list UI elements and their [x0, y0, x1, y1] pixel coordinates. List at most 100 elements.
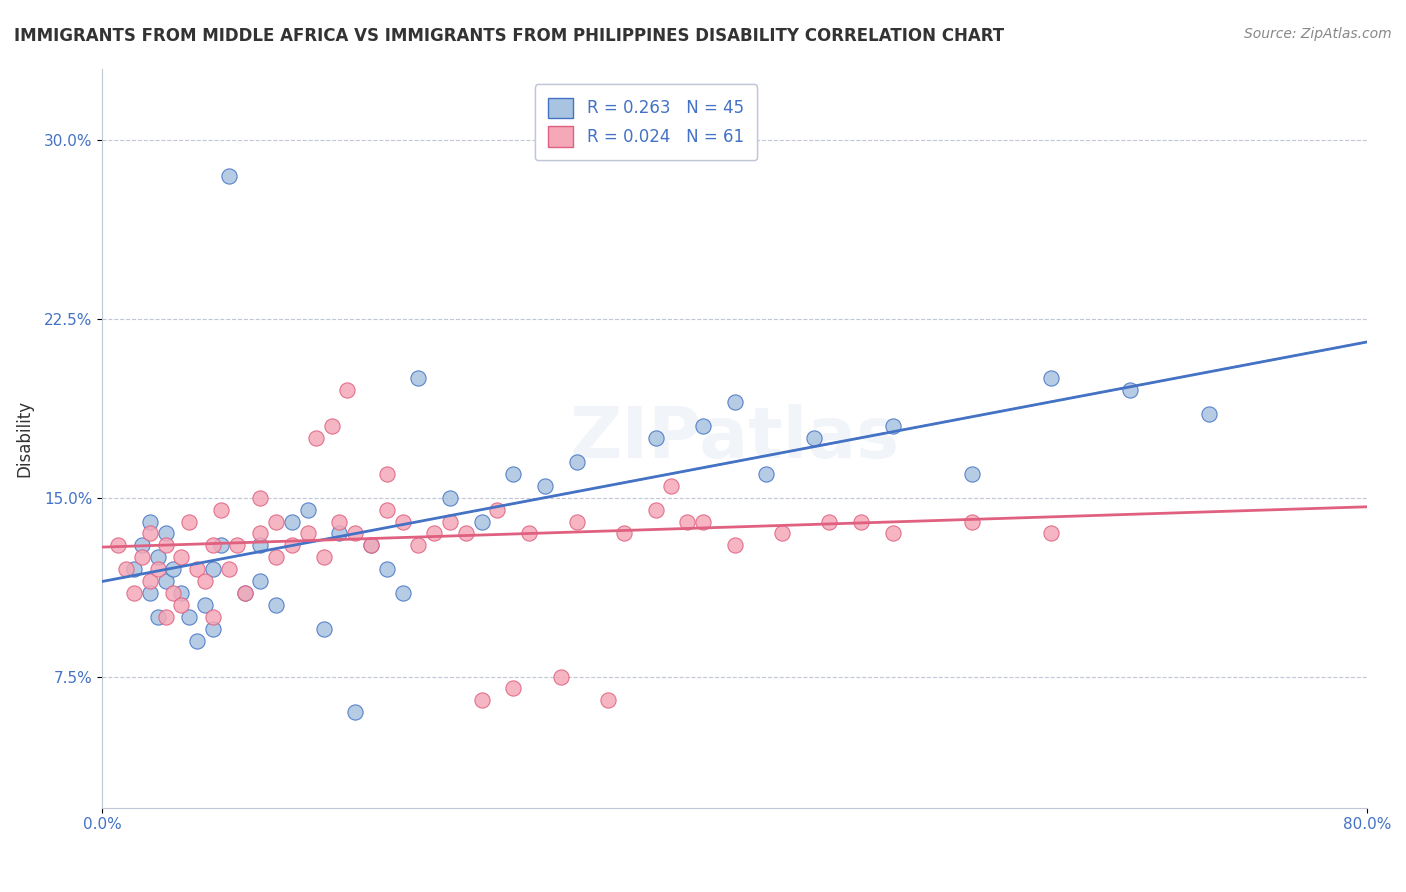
Point [613, 526, 636, 541]
Text: ZIPatlas: ZIPatlas [569, 403, 900, 473]
Point [218, 562, 240, 576]
Point [155, 538, 177, 552]
Point [408, 371, 430, 385]
Point [360, 538, 382, 552]
Point [676, 515, 699, 529]
Point [486, 502, 509, 516]
Point [723, 538, 745, 552]
Point [770, 526, 793, 541]
Point [249, 538, 271, 552]
Point [502, 467, 524, 481]
Point [233, 586, 256, 600]
Point [471, 515, 494, 529]
Point [803, 431, 825, 445]
Point [209, 538, 232, 552]
Point [131, 538, 153, 552]
Point [201, 622, 224, 636]
Point [201, 562, 224, 576]
Point [1198, 407, 1220, 421]
Point [122, 586, 145, 600]
Y-axis label: Disability: Disability [15, 400, 32, 476]
Point [264, 550, 287, 565]
Point [439, 515, 461, 529]
Point [960, 515, 983, 529]
Point [139, 586, 162, 600]
Point [375, 502, 398, 516]
Point [598, 693, 620, 707]
Point [644, 502, 666, 516]
Point [360, 538, 382, 552]
Point [115, 562, 138, 576]
Point [391, 586, 413, 600]
Point [471, 693, 494, 707]
Point [155, 574, 177, 589]
Point [209, 502, 232, 516]
Point [882, 526, 904, 541]
Point [139, 574, 162, 589]
Point [186, 633, 208, 648]
Point [281, 538, 304, 552]
Point [321, 419, 343, 434]
Point [644, 431, 666, 445]
Point [107, 538, 129, 552]
Point [194, 598, 217, 612]
Point [375, 562, 398, 576]
Point [179, 610, 201, 624]
Point [249, 574, 271, 589]
Point [328, 515, 350, 529]
Point [139, 526, 162, 541]
Point [249, 526, 271, 541]
Point [454, 526, 477, 541]
Text: Source: ZipAtlas.com: Source: ZipAtlas.com [1244, 27, 1392, 41]
Legend: R = 0.263   N = 45, R = 0.024   N = 61: R = 0.263 N = 45, R = 0.024 N = 61 [536, 84, 756, 160]
Point [139, 515, 162, 529]
Point [659, 479, 682, 493]
Point [281, 515, 304, 529]
Point [1039, 526, 1062, 541]
Point [423, 526, 446, 541]
Point [692, 419, 714, 434]
Point [162, 586, 184, 600]
Point [550, 669, 572, 683]
Point [960, 467, 983, 481]
Point [517, 526, 540, 541]
Point [755, 467, 778, 481]
Point [225, 538, 247, 552]
Point [723, 395, 745, 409]
Point [155, 610, 177, 624]
Point [312, 622, 335, 636]
Point [328, 526, 350, 541]
Point [849, 515, 872, 529]
Point [186, 562, 208, 576]
Point [170, 550, 193, 565]
Point [297, 502, 319, 516]
Point [233, 586, 256, 600]
Point [565, 515, 588, 529]
Point [391, 515, 413, 529]
Point [122, 562, 145, 576]
Point [194, 574, 217, 589]
Point [344, 706, 367, 720]
Point [170, 598, 193, 612]
Point [1119, 384, 1142, 398]
Point [565, 455, 588, 469]
Point [336, 384, 359, 398]
Point [146, 550, 169, 565]
Point [502, 681, 524, 696]
Point [146, 562, 169, 576]
Point [423, 13, 446, 28]
Point [305, 431, 328, 445]
Point [375, 467, 398, 481]
Point [264, 598, 287, 612]
Point [264, 515, 287, 529]
Point [312, 550, 335, 565]
Point [162, 562, 184, 576]
Point [439, 491, 461, 505]
Text: IMMIGRANTS FROM MIDDLE AFRICA VS IMMIGRANTS FROM PHILIPPINES DISABILITY CORRELAT: IMMIGRANTS FROM MIDDLE AFRICA VS IMMIGRA… [14, 27, 1004, 45]
Point [155, 526, 177, 541]
Point [1039, 371, 1062, 385]
Point [201, 538, 224, 552]
Point [201, 610, 224, 624]
Point [534, 479, 557, 493]
Point [218, 169, 240, 183]
